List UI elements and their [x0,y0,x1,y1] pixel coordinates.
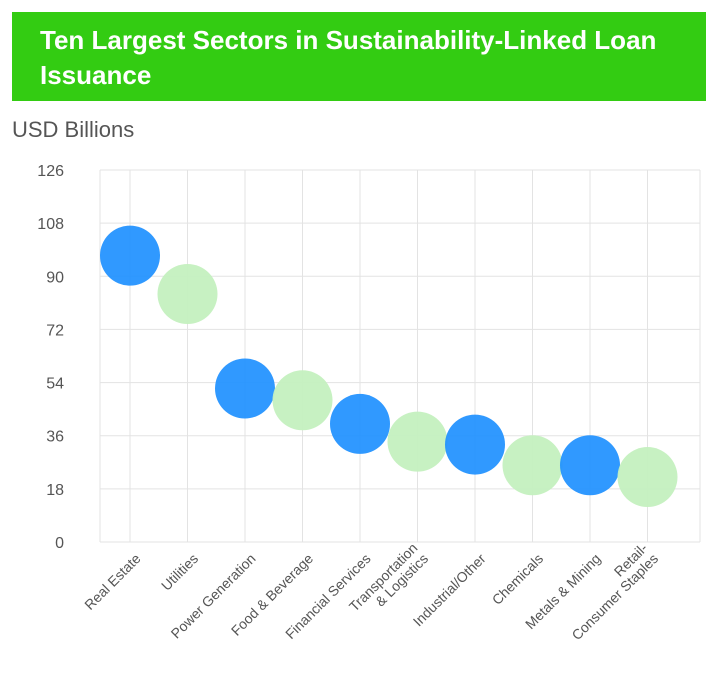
bubbles [100,225,678,508]
x-category-label: Utilities [158,550,201,593]
chart-title: Ten Largest Sectors in Sustainability-Li… [40,25,657,90]
y-tick-label: 54 [46,376,64,393]
y-tick-label: 126 [37,163,64,180]
bubble-power-generation [215,358,275,419]
x-category-label-line: Chemicals [489,550,547,608]
bubble-retail-consumer-staples [617,447,678,508]
y-tick-label: 18 [46,482,64,499]
y-axis-unit-label: USD Billions [12,117,135,142]
title-banner: Ten Largest Sectors in Sustainability-Li… [12,12,706,101]
x-category-label: Chemicals [489,550,547,608]
bubble-financial-services [330,393,390,454]
bubble-utilities [157,264,218,324]
bubble-chemicals [502,435,563,496]
y-tick-label: 108 [37,216,64,233]
bubble-metals-mining [560,435,620,496]
x-category-label-line: Real Estate [81,550,144,613]
y-axis-ticks: 0 18 36 54 72 90 108 126 [37,163,64,552]
y-tick-label: 36 [46,429,64,446]
bubble-transportation-logistics [387,411,448,472]
y-tick-label: 0 [55,535,64,552]
bubble-food-beverage [272,370,333,431]
bubble-industrial-other [445,414,505,475]
x-category-label: Real Estate [81,550,144,613]
bubble-real-estate [100,225,160,286]
x-category-label-line: Utilities [158,550,201,593]
y-tick-label: 72 [46,322,64,339]
y-tick-label: 90 [46,269,64,286]
